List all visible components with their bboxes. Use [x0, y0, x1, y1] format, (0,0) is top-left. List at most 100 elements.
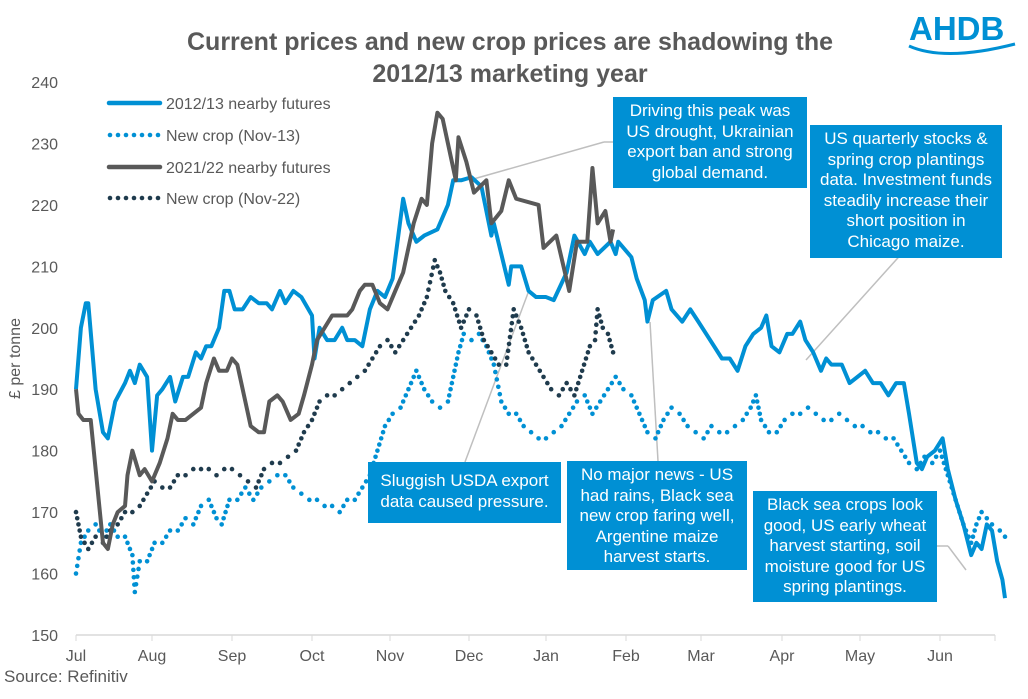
series-dot-new-crop-nov-13-	[590, 411, 595, 417]
series-dot-new-crop-nov-13-	[617, 380, 622, 386]
y-tick-label: 160	[31, 567, 58, 584]
series-dot-new-crop-nov-22-	[366, 362, 371, 367]
series-dot-new-crop-nov-13-	[829, 417, 834, 423]
series-dot-new-crop-nov-13-	[445, 399, 451, 404]
ahdb-logo: AHDB	[908, 10, 1016, 56]
series-dot-new-crop-nov-13-	[551, 429, 557, 435]
series-dot-new-crop-nov-13-	[744, 411, 750, 417]
series-dot-new-crop-nov-13-	[860, 423, 865, 429]
series-dot-new-crop-nov-13-	[149, 546, 155, 552]
series-dot-new-crop-nov-22-	[339, 386, 345, 392]
series-dot-new-crop-nov-13-	[1002, 534, 1008, 539]
series-dot-new-crop-nov-13-	[491, 362, 497, 367]
series-dot-new-crop-nov-22-	[206, 466, 212, 472]
series-dot-new-crop-nov-13-	[115, 534, 120, 539]
series-dot-new-crop-nov-22-	[408, 325, 414, 331]
y-tick-label: 240	[31, 75, 58, 92]
series-dot-new-crop-nov-22-	[221, 466, 227, 472]
series-dot-new-crop-nov-13-	[416, 374, 422, 380]
series-dot-new-crop-nov-22-	[518, 325, 524, 331]
series-dot-new-crop-nov-13-	[373, 454, 378, 460]
y-tick-label: 210	[31, 259, 58, 276]
series-dot-new-crop-nov-22-	[312, 411, 317, 417]
x-tick-label: Aug	[138, 648, 166, 665]
series-dot-new-crop-nov-22-	[466, 307, 472, 312]
legend-swatch-dot	[115, 132, 121, 138]
series-dot-new-crop-nov-22-	[122, 509, 128, 515]
series-dot-new-crop-nov-22-	[537, 368, 543, 374]
series-dot-new-crop-nov-13-	[76, 555, 81, 561]
series-dot-new-crop-nov-13-	[631, 399, 637, 404]
series-dot-new-crop-nov-22-	[309, 417, 315, 423]
series-dot-new-crop-nov-22-	[299, 436, 304, 441]
series-dot-new-crop-nov-13-	[85, 528, 91, 533]
series-dot-new-crop-nov-13-	[190, 522, 196, 527]
series-dot-new-crop-nov-22-	[572, 393, 577, 398]
legend-swatch-dot	[147, 195, 153, 201]
series-dot-new-crop-nov-22-	[592, 337, 598, 343]
source-note: Source: Refinitiv	[4, 667, 128, 686]
series-dot-new-crop-nov-13-	[459, 337, 465, 343]
series-dot-new-crop-nov-22-	[104, 534, 109, 539]
series-dot-new-crop-nov-13-	[73, 571, 79, 576]
svg-text:AHDB: AHDB	[909, 10, 1004, 47]
y-tick-label: 190	[31, 382, 58, 399]
series-dot-new-crop-nov-13-	[183, 515, 188, 521]
series-dot-new-crop-nov-22-	[481, 337, 487, 343]
series-dot-new-crop-nov-13-	[163, 534, 169, 539]
series-dot-new-crop-nov-22-	[507, 334, 513, 340]
series-dot-new-crop-nov-13-	[513, 411, 519, 417]
series-dot-new-crop-nov-13-	[757, 411, 763, 417]
series-dot-new-crop-nov-13-	[211, 509, 217, 515]
title-line-1: Current prices and new crop prices are s…	[187, 28, 833, 56]
series-dot-new-crop-nov-13-	[929, 460, 935, 466]
series-dot-new-crop-nov-13-	[225, 503, 230, 509]
series-dot-new-crop-nov-22-	[530, 356, 535, 361]
series-dot-new-crop-nov-13-	[408, 380, 414, 386]
annotation-leader-line	[805, 249, 906, 361]
series-dot-new-crop-nov-22-	[301, 429, 307, 435]
series-dot-new-crop-nov-22-	[82, 540, 87, 546]
series-dot-new-crop-nov-22-	[441, 282, 446, 288]
annotation-peak: Driving this peak was US drought, Ukrain…	[613, 97, 807, 188]
series-dot-new-crop-nov-13-	[425, 393, 431, 398]
series-dot-new-crop-nov-22-	[93, 534, 98, 539]
series-dot-new-crop-nov-22-	[511, 307, 517, 312]
series-dot-new-crop-nov-13-	[341, 503, 346, 509]
x-tick-label: Jun	[927, 648, 953, 665]
series-dot-new-crop-nov-22-	[73, 509, 79, 515]
y-tick-label: 170	[31, 505, 58, 522]
x-tick-label: Apr	[770, 648, 796, 665]
series-dot-new-crop-nov-13-	[836, 411, 842, 417]
series-dot-new-crop-nov-13-	[125, 540, 130, 546]
series-dot-new-crop-nov-13-	[82, 534, 87, 539]
series-dot-new-crop-nov-13-	[363, 479, 369, 484]
series-dot-new-crop-nov-22-	[426, 287, 431, 292]
series-dot-new-crop-nov-13-	[152, 540, 157, 546]
series-dot-new-crop-nov-22-	[245, 479, 251, 484]
y-tick-label: 220	[31, 198, 58, 215]
series-dot-new-crop-nov-22-	[404, 331, 410, 337]
series-dot-new-crop-nov-22-	[148, 485, 154, 490]
series-dot-new-crop-nov-13-	[198, 503, 204, 509]
series-dot-new-crop-nov-13-	[566, 411, 572, 417]
series-dot-new-crop-nov-13-	[130, 560, 136, 565]
series-dot-new-crop-nov-13-	[437, 405, 443, 410]
series-dot-new-crop-nov-13-	[134, 574, 140, 579]
series-dot-new-crop-nov-22-	[392, 350, 398, 355]
series-dot-new-crop-nov-22-	[443, 288, 448, 294]
x-tick-label: Sep	[218, 648, 247, 665]
series-dot-new-crop-nov-13-	[601, 393, 607, 398]
series-dot-new-crop-nov-22-	[595, 307, 600, 312]
annotation-no-news: No major news - US had rains, Black sea …	[567, 461, 747, 570]
series-dot-new-crop-nov-22-	[85, 546, 91, 552]
series-dot-new-crop-nov-22-	[479, 331, 485, 337]
legend-swatch-dot	[131, 132, 137, 138]
series-dot-new-crop-nov-13-	[461, 331, 467, 337]
series-dot-new-crop-nov-22-	[119, 515, 124, 521]
series-dot-new-crop-nov-13-	[621, 386, 626, 392]
legend-label: New crop (Nov-22)	[166, 191, 300, 208]
series-dot-new-crop-nov-13-	[400, 399, 406, 404]
series-dot-new-crop-nov-22-	[167, 485, 173, 490]
series-dot-new-crop-nov-13-	[469, 337, 474, 343]
